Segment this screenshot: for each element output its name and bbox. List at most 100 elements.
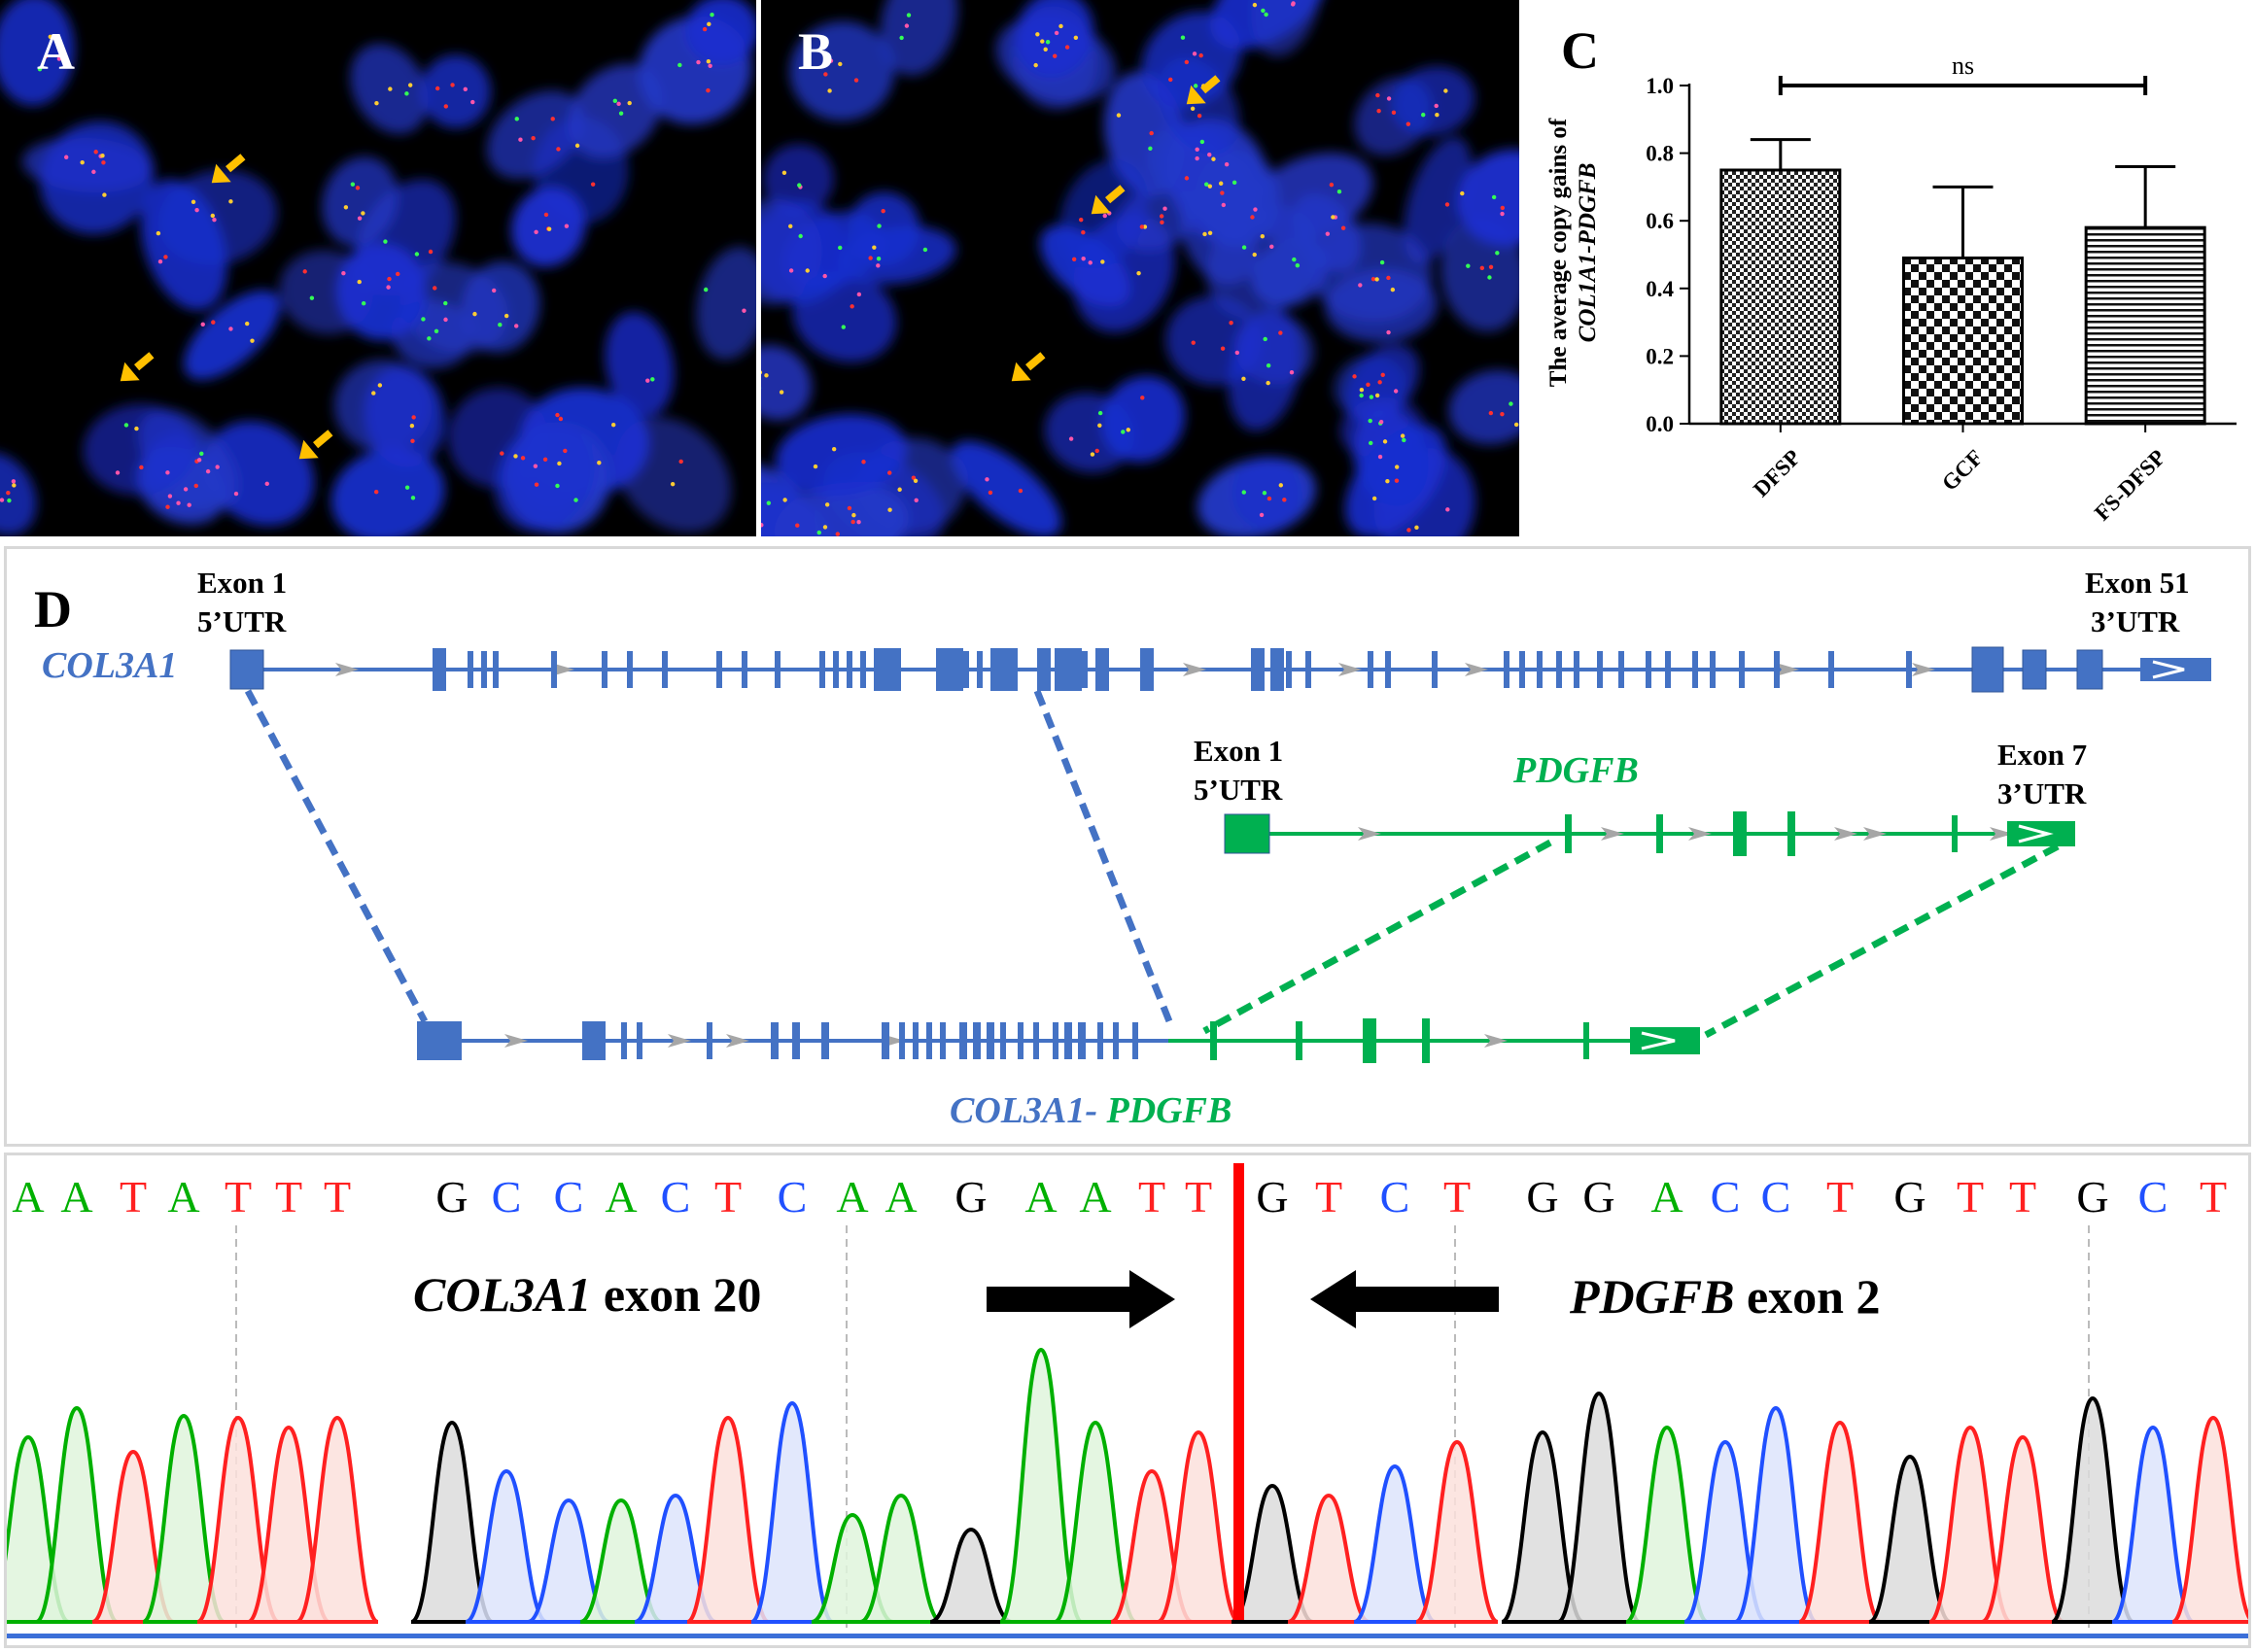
signal-dot — [199, 451, 204, 456]
signal-dot — [1018, 488, 1023, 494]
signal-dot — [1100, 259, 1105, 264]
fusion-col3a1-exon — [621, 1022, 627, 1059]
col3a1-exon — [1692, 651, 1698, 688]
signal-dot — [1359, 387, 1365, 393]
signal-dot — [435, 86, 440, 91]
signal-dot — [1043, 47, 1048, 52]
trace-peak — [859, 1493, 943, 1624]
col3a1-exon — [860, 651, 866, 688]
fusion-col3a1-exon — [913, 1022, 919, 1059]
signal-dot — [1241, 245, 1247, 250]
trace-peak — [1625, 1425, 1709, 1624]
signal-dot — [1252, 2, 1258, 8]
nucleus — [605, 311, 675, 418]
base-call: C — [1711, 1172, 1741, 1222]
fusion-exon1 — [417, 1021, 462, 1060]
base-call: C — [1761, 1172, 1791, 1222]
signal-dot — [1160, 220, 1164, 225]
signal-dot — [1394, 465, 1400, 469]
nucleus — [1391, 66, 1475, 137]
base-call: T — [1138, 1172, 1165, 1222]
signal-dot — [1195, 147, 1199, 152]
signal-dot — [410, 496, 416, 500]
fusion-pdgfb-exon — [1422, 1018, 1430, 1063]
signal-dot — [835, 532, 840, 536]
intron-direction-icon — [1358, 827, 1381, 841]
signal-dot — [228, 327, 233, 331]
signal-dot — [1116, 113, 1122, 118]
col3a1-exon — [1739, 651, 1745, 688]
signal-dot — [492, 288, 497, 293]
signal-dot — [1329, 182, 1335, 188]
col3a1-exon — [775, 651, 781, 688]
signal-dot — [1162, 206, 1167, 211]
signal-dot — [1295, 262, 1301, 268]
signal-dot — [1393, 389, 1399, 394]
signal-dot — [1168, 77, 1173, 83]
col3a1-5utr-label: 5’UTR — [197, 604, 287, 638]
signal-dot — [704, 287, 709, 293]
signal-dot — [80, 159, 85, 165]
base-call: T — [324, 1172, 351, 1222]
signal-dot — [1259, 512, 1265, 518]
signal-dot — [1445, 507, 1450, 512]
signal-dot — [1184, 59, 1190, 65]
fusion-col3a1-exon — [899, 1022, 905, 1059]
fusion-pdgfb-exon — [1210, 1021, 1217, 1060]
nucleus — [330, 448, 445, 536]
base-call: G — [954, 1172, 987, 1222]
intron-direction-icon — [1990, 827, 2013, 841]
signal-dot — [534, 229, 538, 234]
col3a1-exon — [1519, 651, 1525, 688]
signal-dot — [761, 370, 763, 375]
signal-dot — [1195, 155, 1199, 161]
fusion-col3a1-exon — [821, 1022, 829, 1059]
signal-dot — [250, 338, 255, 343]
signal-dot — [1266, 362, 1271, 368]
signal-dot — [533, 464, 538, 468]
gene-fusion-diagram: D Exon 1 5’UTR Exon 51 3’UTR COL3A1 Exon… — [4, 546, 2251, 1147]
signal-dot — [100, 154, 105, 158]
signal-dot — [1374, 277, 1379, 282]
signal-dot — [922, 247, 928, 253]
signal-dot — [1180, 35, 1186, 40]
col3a1-exon — [1055, 648, 1068, 691]
col3a1-exon — [977, 651, 983, 688]
col3a1-exon — [716, 651, 722, 688]
signal-dot — [1199, 139, 1205, 145]
signal-dot — [91, 169, 96, 175]
right-exon-gene: PDGFB — [1569, 1269, 1734, 1324]
signal-dot — [1190, 106, 1196, 111]
signal-dot — [374, 101, 379, 106]
signal-dot — [1391, 110, 1397, 116]
signal-dot — [670, 481, 676, 487]
signal-dot — [1184, 176, 1190, 181]
signal-dot — [194, 207, 199, 213]
signal-dot — [472, 311, 477, 317]
signal-dot — [520, 456, 526, 461]
signal-dot — [542, 457, 548, 462]
signal-dot — [678, 459, 683, 465]
signal-dot — [1278, 483, 1284, 488]
base-call: T — [714, 1172, 742, 1222]
pdgfb-3utr-block — [2007, 821, 2075, 846]
base-call: A — [836, 1172, 868, 1222]
signal-dot — [564, 224, 570, 228]
signal-dot — [1058, 23, 1063, 29]
base-call: T — [1443, 1172, 1471, 1222]
signal-dot — [645, 378, 650, 383]
fusion-col3a1-exon — [707, 1022, 712, 1059]
signal-dot — [1139, 224, 1145, 229]
base-call: A — [605, 1172, 637, 1222]
intron-direction-icon — [726, 1034, 749, 1048]
fusion-col3a1-exon — [1053, 1022, 1058, 1059]
signal-dot — [1253, 207, 1258, 212]
signal-dot — [550, 117, 555, 121]
fusion-schematic: D Exon 1 5’UTR Exon 51 3’UTR COL3A1 Exon… — [34, 566, 2211, 1131]
col3a1-exon — [481, 651, 487, 688]
arrow-indicator-icon — [211, 154, 246, 184]
signal-dot — [1488, 410, 1494, 416]
signal-dot — [433, 286, 437, 291]
fusion-col3a1-exon — [637, 1022, 642, 1059]
col3a1-end-arrow-icon — [2152, 660, 2185, 679]
